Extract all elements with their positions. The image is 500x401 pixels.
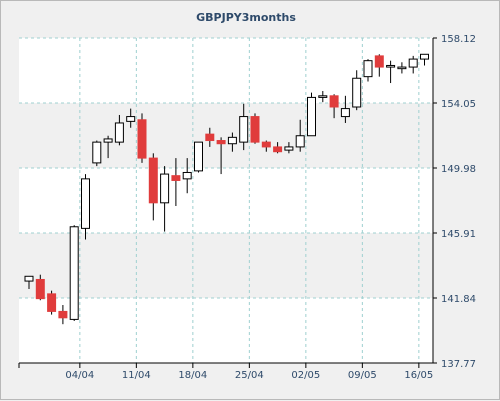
x-axis-labels: 04/04 11/04 18/04 25/04 02/05 09/05 16/05 bbox=[65, 370, 433, 381]
y-tick-label: 145.91 bbox=[441, 229, 476, 240]
candle-up bbox=[126, 116, 136, 122]
candle-up bbox=[81, 178, 90, 229]
candle-up bbox=[295, 135, 305, 148]
candle-up bbox=[103, 138, 113, 143]
candle-down bbox=[205, 133, 215, 142]
x-tick-label: 02/05 bbox=[291, 370, 320, 381]
candle-up bbox=[69, 226, 79, 320]
candle-down bbox=[273, 146, 283, 153]
x-tick-label: 11/04 bbox=[122, 370, 151, 381]
candle-down bbox=[171, 175, 181, 181]
y-axis-labels: 158.12 154.05 149.98 145.91 141.84 137.77 bbox=[441, 34, 476, 370]
candle-down bbox=[250, 116, 260, 143]
candle-up bbox=[114, 122, 124, 143]
candle-down bbox=[216, 140, 226, 145]
candle-up bbox=[352, 77, 362, 108]
candle-up bbox=[363, 60, 373, 78]
candle-up bbox=[92, 141, 102, 164]
y-tick-label: 137.77 bbox=[441, 359, 476, 370]
candle-up bbox=[318, 95, 328, 98]
candle-down bbox=[148, 157, 158, 204]
y-tick-label: 158.12 bbox=[441, 34, 476, 45]
candle-up bbox=[307, 96, 316, 137]
x-tick-label: 04/04 bbox=[65, 370, 94, 381]
y-tick-label: 149.98 bbox=[441, 164, 476, 175]
candle-down bbox=[35, 278, 45, 300]
candle-down bbox=[137, 119, 147, 159]
y-tick-label: 154.05 bbox=[441, 99, 476, 110]
axes bbox=[18, 37, 437, 368]
candle-up bbox=[340, 108, 350, 118]
candle-up bbox=[397, 66, 407, 70]
candle-down bbox=[47, 293, 57, 312]
candle-up bbox=[420, 53, 429, 60]
candle-down bbox=[329, 95, 339, 108]
x-tick-label: 25/04 bbox=[235, 370, 264, 381]
candle-up bbox=[160, 173, 170, 204]
plot-band bbox=[19, 298, 433, 363]
candle-up bbox=[239, 116, 249, 143]
candle-up bbox=[24, 275, 34, 282]
y-tick-label: 141.84 bbox=[441, 294, 476, 305]
x-tick-label: 18/04 bbox=[178, 370, 207, 381]
candle-down bbox=[58, 310, 68, 319]
candle-up bbox=[194, 141, 203, 172]
candle-up bbox=[386, 64, 396, 68]
candle-up bbox=[182, 171, 192, 180]
chart-title: GBPJPY3months bbox=[196, 11, 296, 24]
x-tick-label: 16/05 bbox=[404, 370, 433, 381]
candle-down bbox=[374, 55, 384, 68]
candle-up bbox=[227, 136, 237, 145]
candles bbox=[24, 53, 429, 325]
x-tick-label: 09/05 bbox=[348, 370, 377, 381]
candle-up bbox=[284, 146, 294, 151]
candle-down bbox=[261, 141, 271, 148]
candle-up bbox=[408, 58, 418, 68]
